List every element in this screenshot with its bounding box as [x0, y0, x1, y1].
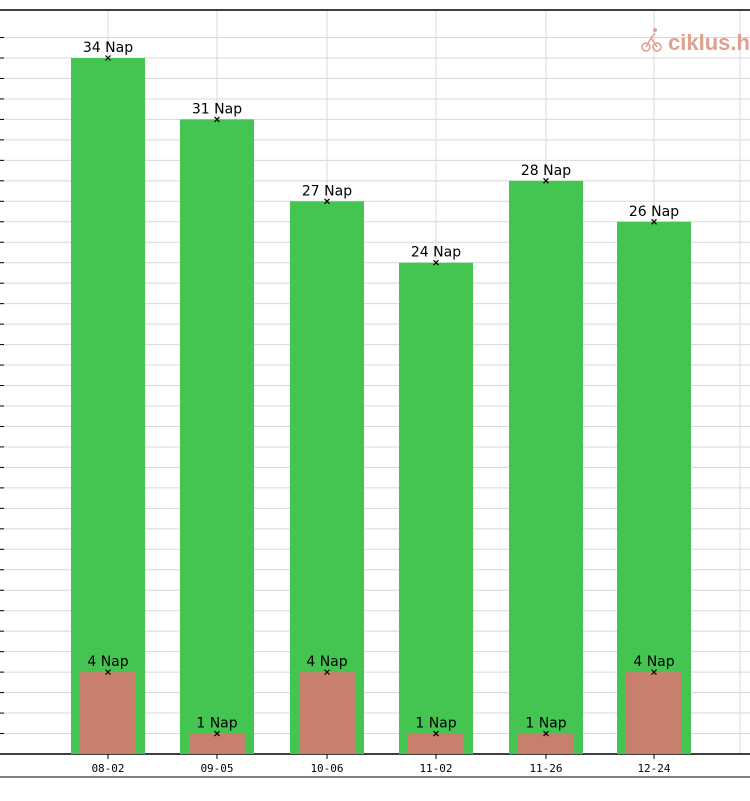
- x-tick-label: 12-24: [637, 762, 670, 775]
- watermark-text: ciklus.hu: [668, 30, 750, 55]
- bar-period-08-02: [80, 672, 136, 754]
- x-tick-label: 11-02: [419, 762, 452, 775]
- watermark-logo: ciklus.hu: [641, 28, 750, 55]
- bar-cycle-11-02: [399, 262, 473, 754]
- data-label: 4 Nap: [306, 654, 347, 670]
- bar-cycle-10-06: [290, 201, 364, 754]
- point-marker: [433, 730, 439, 737]
- bar-cycle-09-05: [180, 119, 254, 755]
- bar-period-12-24: [626, 672, 682, 754]
- data-label: 27 Nap: [302, 183, 352, 199]
- bars: [71, 58, 691, 755]
- point-marker: [543, 177, 549, 184]
- x-tick-label: 11-26: [529, 762, 562, 775]
- data-label: 31 Nap: [192, 101, 242, 117]
- x-ticks: 08-02 09-05 10-06 11-02 11-26 12-24: [91, 754, 671, 775]
- point-marker: [324, 198, 330, 205]
- data-label: 1 Nap: [525, 716, 566, 732]
- point-marker: [214, 730, 220, 737]
- data-label: 34 Nap: [83, 40, 133, 56]
- point-marker: [324, 669, 330, 676]
- y-ticks: [0, 37, 4, 755]
- x-tick-label: 10-06: [310, 762, 343, 775]
- bar-period-09-05: [189, 733, 245, 754]
- point-marker: [433, 259, 439, 266]
- bar-cycle-08-02: [71, 58, 145, 754]
- bar-cycle-12-24: [617, 221, 691, 754]
- bar-period-11-26: [518, 733, 574, 754]
- data-label: 26 Nap: [629, 204, 679, 220]
- data-label: 4 Nap: [633, 654, 674, 670]
- bar-period-10-06: [299, 672, 355, 754]
- data-label: 4 Nap: [87, 654, 128, 670]
- point-marker: [105, 669, 111, 676]
- data-label: 1 Nap: [196, 716, 237, 732]
- data-label: 28 Nap: [521, 163, 571, 179]
- bar-period-11-02: [408, 733, 464, 754]
- point-marker: [651, 669, 657, 676]
- point-marker: [543, 730, 549, 737]
- data-label: 1 Nap: [415, 716, 456, 732]
- x-tick-label: 09-05: [200, 762, 233, 775]
- bar-cycle-11-26: [509, 180, 583, 754]
- point-marker: [214, 116, 220, 123]
- point-marker: [651, 218, 657, 225]
- x-tick-label: 08-02: [91, 762, 124, 775]
- data-label: 24 Nap: [411, 245, 461, 261]
- cyclist-icon: [641, 28, 662, 52]
- bar-labels: 34 Nap 31 Nap 27 Nap 24 Nap 28 Nap 26 Nap 4 Na…: [83, 40, 679, 737]
- point-marker: [105, 55, 111, 61]
